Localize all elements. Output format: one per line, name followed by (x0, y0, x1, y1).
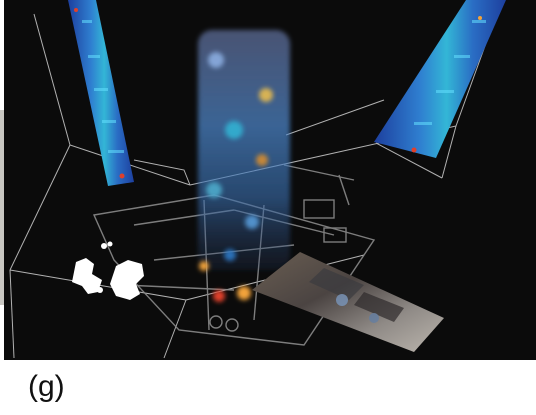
visualization-canvas (9, 0, 506, 359)
figure-caption: (g) (28, 370, 65, 403)
occupancy-mask (72, 241, 144, 300)
figure-panel (4, 0, 536, 360)
left-heatmap-strip (68, 0, 134, 186)
right-heatmap-strip (374, 0, 506, 158)
background-strip-left (0, 110, 6, 305)
volume-tower (198, 30, 290, 302)
camera-photo-inset (252, 252, 444, 352)
